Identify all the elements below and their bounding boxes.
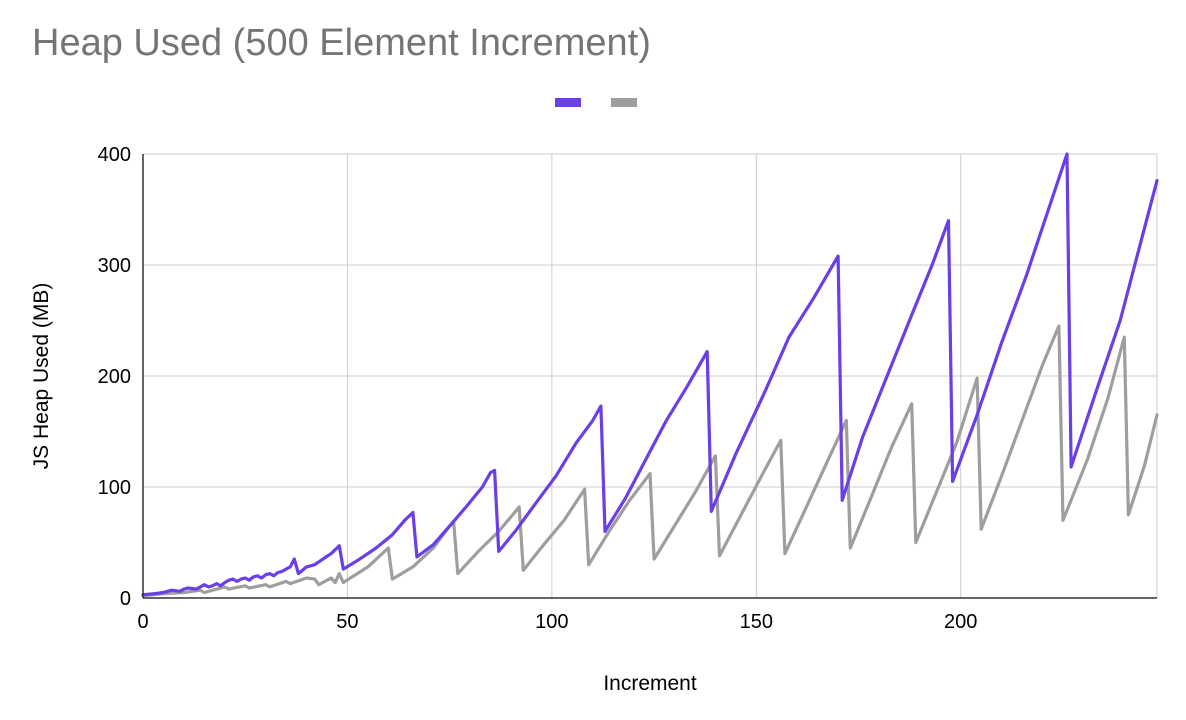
x-tick-label: 100	[535, 611, 568, 633]
y-tick-label: 300	[98, 255, 131, 277]
series-line-1	[141, 152, 1159, 597]
legend-swatch-2[interactable]	[611, 98, 637, 107]
y-tick-label: 100	[98, 477, 131, 499]
tick-labels: 0 100 200 300 400 0 50 100 150 200	[98, 144, 978, 633]
axes	[142, 154, 1157, 599]
chart-title: Heap Used (500 Element Increment)	[32, 22, 651, 64]
x-tick-label: 50	[336, 611, 358, 633]
y-axis-label: JS Heap Used (MB)	[30, 283, 53, 470]
x-tick-label: 0	[137, 611, 148, 633]
x-tick-label: 150	[740, 611, 773, 633]
series-group	[141, 152, 1159, 598]
y-tick-label: 0	[120, 588, 131, 610]
series-line-2	[141, 324, 1159, 598]
gridlines	[143, 153, 1158, 598]
x-axis-label: Increment	[603, 672, 697, 695]
legend[interactable]	[555, 98, 637, 107]
legend-swatch-1[interactable]	[555, 98, 581, 107]
x-tick-label: 200	[944, 611, 977, 633]
y-tick-label: 200	[98, 366, 131, 388]
y-tick-label: 400	[98, 144, 131, 166]
